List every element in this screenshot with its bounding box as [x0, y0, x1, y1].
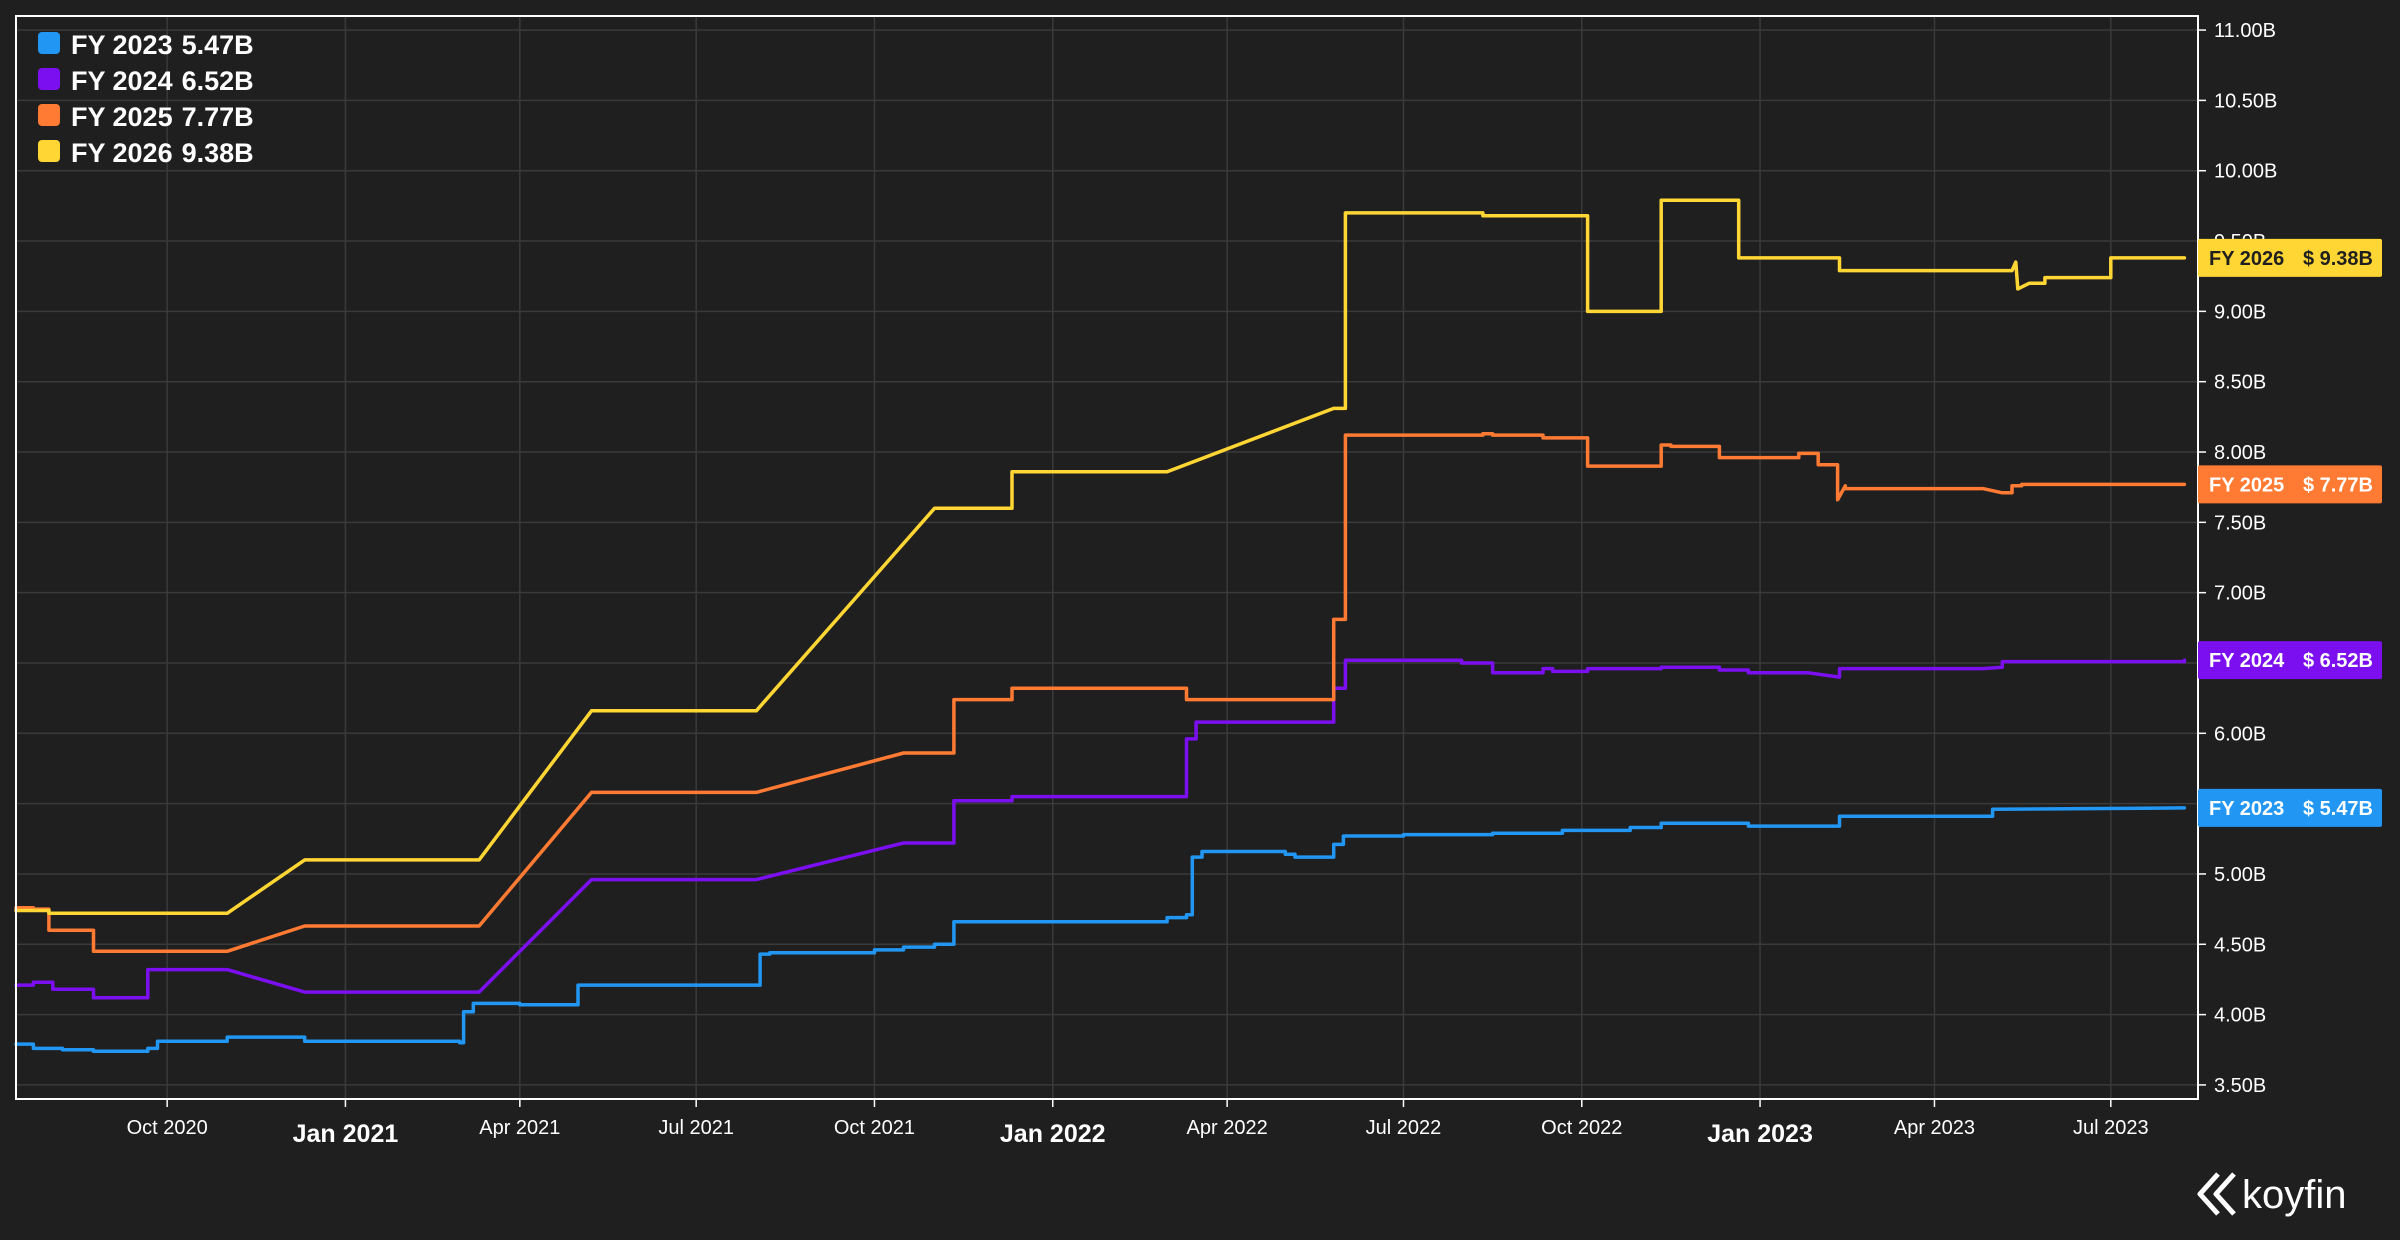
- legend-item: FY 2024 6.52B: [38, 66, 254, 96]
- series-lines: [14, 198, 2187, 1053]
- legend-series-name: FY 2024: [71, 66, 173, 96]
- y-tick-label: 3.50B: [2214, 1075, 2266, 1097]
- legend-series-value: 9.38B: [182, 138, 254, 168]
- last-value-tag: FY 2024 $ 6.52B: [2198, 641, 2382, 680]
- tag-series-name: FY 2024: [2209, 650, 2285, 672]
- grid-lines: [16, 16, 2198, 1099]
- y-tick-label: 7.00B: [2214, 583, 2266, 605]
- x-tick-label: Jan 2022: [1000, 1120, 1106, 1148]
- legend-item: FY 2025 7.77B: [38, 102, 254, 132]
- legend-label: FY 2023 5.47B: [71, 30, 254, 60]
- y-tick-label: 5.00B: [2214, 864, 2266, 886]
- tag-value: $ 5.47B: [2303, 798, 2373, 820]
- legend-item: FY 2026 9.38B: [38, 138, 254, 168]
- x-tick-label: Jan 2021: [293, 1120, 399, 1148]
- legend-label: FY 2024 6.52B: [71, 66, 254, 96]
- x-tick-label: Jul 2022: [1366, 1117, 1442, 1139]
- tag-value: $ 7.77B: [2303, 474, 2373, 496]
- tag-value: $ 6.52B: [2303, 650, 2373, 672]
- tag-background: [2198, 788, 2382, 827]
- legend-series-value: 6.52B: [182, 66, 254, 96]
- tag-series-name: FY 2025: [2209, 474, 2284, 496]
- legend-swatch: [38, 104, 60, 126]
- legend-label: FY 2026 9.38B: [71, 138, 254, 168]
- legend-label: FY 2025 7.77B: [71, 102, 254, 132]
- y-tick-label: 9.00B: [2214, 301, 2266, 323]
- y-tick-label: 8.50B: [2214, 372, 2266, 394]
- legend-series-value: 7.77B: [182, 102, 254, 132]
- plot-frame: [15, 15, 2199, 1100]
- last-value-tag: FY 2023 $ 5.47B: [2198, 788, 2382, 827]
- tag-background: [2198, 465, 2382, 504]
- y-tick-label: 10.50B: [2214, 90, 2277, 112]
- legend-swatch: [38, 140, 60, 162]
- last-value-tag: FY 2025 $ 7.77B: [2198, 465, 2382, 504]
- x-tick-label: Jul 2021: [658, 1117, 734, 1139]
- y-tick-label: 4.50B: [2214, 934, 2266, 956]
- y-tick-label: 6.00B: [2214, 723, 2266, 745]
- y-tick-label: 4.00B: [2214, 1005, 2266, 1027]
- x-tick-label: Apr 2021: [479, 1117, 560, 1139]
- x-tick-label: Jul 2023: [2073, 1117, 2149, 1139]
- series-line-fy-2023: [14, 806, 2187, 1053]
- legend-swatch: [38, 68, 60, 90]
- x-tick-label: Jan 2023: [1707, 1120, 1813, 1148]
- x-tick-label: Apr 2023: [1894, 1117, 1975, 1139]
- y-tick-label: 7.50B: [2214, 512, 2266, 534]
- tag-background: [2198, 238, 2382, 277]
- tag-value: $ 9.38B: [2303, 248, 2373, 270]
- tag-background: [2198, 641, 2382, 680]
- tag-series-name: FY 2026: [2209, 248, 2284, 270]
- x-tick-label: Apr 2022: [1187, 1117, 1268, 1139]
- y-tick-label: 11.00B: [2214, 20, 2276, 42]
- legend-swatch: [38, 32, 60, 54]
- tag-series-name: FY 2023: [2209, 798, 2284, 820]
- x-axis: Oct 2020 Jan 2021 Apr 2021 Jul 2021 Oct 2021…: [127, 1099, 2149, 1148]
- x-tick-label: Oct 2022: [1541, 1117, 1622, 1139]
- y-tick-label: 8.00B: [2214, 442, 2266, 464]
- x-tick-label: Oct 2020: [127, 1117, 208, 1139]
- x-tick-label: Oct 2021: [834, 1117, 915, 1139]
- legend-series-name: FY 2026: [71, 138, 173, 168]
- legend-series-name: FY 2025: [71, 102, 173, 132]
- series-line-fy-2026: [14, 198, 2187, 916]
- legend-series-name: FY 2023: [71, 30, 173, 60]
- brand-logo: koyfin: [2197, 1172, 2347, 1217]
- legend-series-value: 5.47B: [182, 30, 254, 60]
- series-line-fy-2025: [14, 431, 2187, 954]
- last-value-tags: FY 2023 $ 5.47B FY 2024 $ 6.52B FY 2025 $ 7.7…: [2198, 238, 2382, 827]
- koyfin-logo-icon: [2197, 1172, 2236, 1216]
- series-line-fy-2024: [14, 658, 2187, 1000]
- last-value-tag: FY 2026 $ 9.38B: [2198, 238, 2382, 277]
- brand-name: koyfin: [2242, 1173, 2347, 1217]
- y-tick-label: 10.00B: [2214, 161, 2277, 183]
- legend-item: FY 2023 5.47B: [38, 30, 254, 60]
